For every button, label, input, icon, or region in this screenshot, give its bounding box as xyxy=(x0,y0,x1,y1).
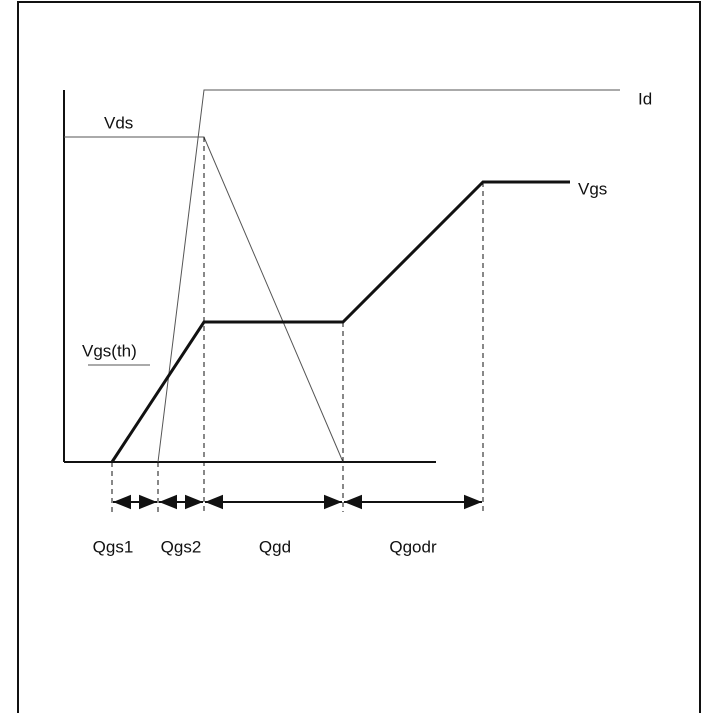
interval-label: Qgs2 xyxy=(161,537,202,556)
curve-label: Vgs(th) xyxy=(82,341,137,360)
curve-label: Vds xyxy=(104,113,133,132)
vgs-curve xyxy=(110,180,570,463)
frame xyxy=(17,1,701,713)
id-curve xyxy=(157,89,620,463)
dashed-guides xyxy=(111,137,484,512)
interval-label: Qgodr xyxy=(389,537,437,556)
axes xyxy=(63,90,436,463)
interval-label: Qgs1 xyxy=(93,537,134,556)
curve-label: Id xyxy=(638,89,652,108)
interval-label: Qgd xyxy=(259,537,291,556)
curve-label: Vgs xyxy=(578,179,607,198)
